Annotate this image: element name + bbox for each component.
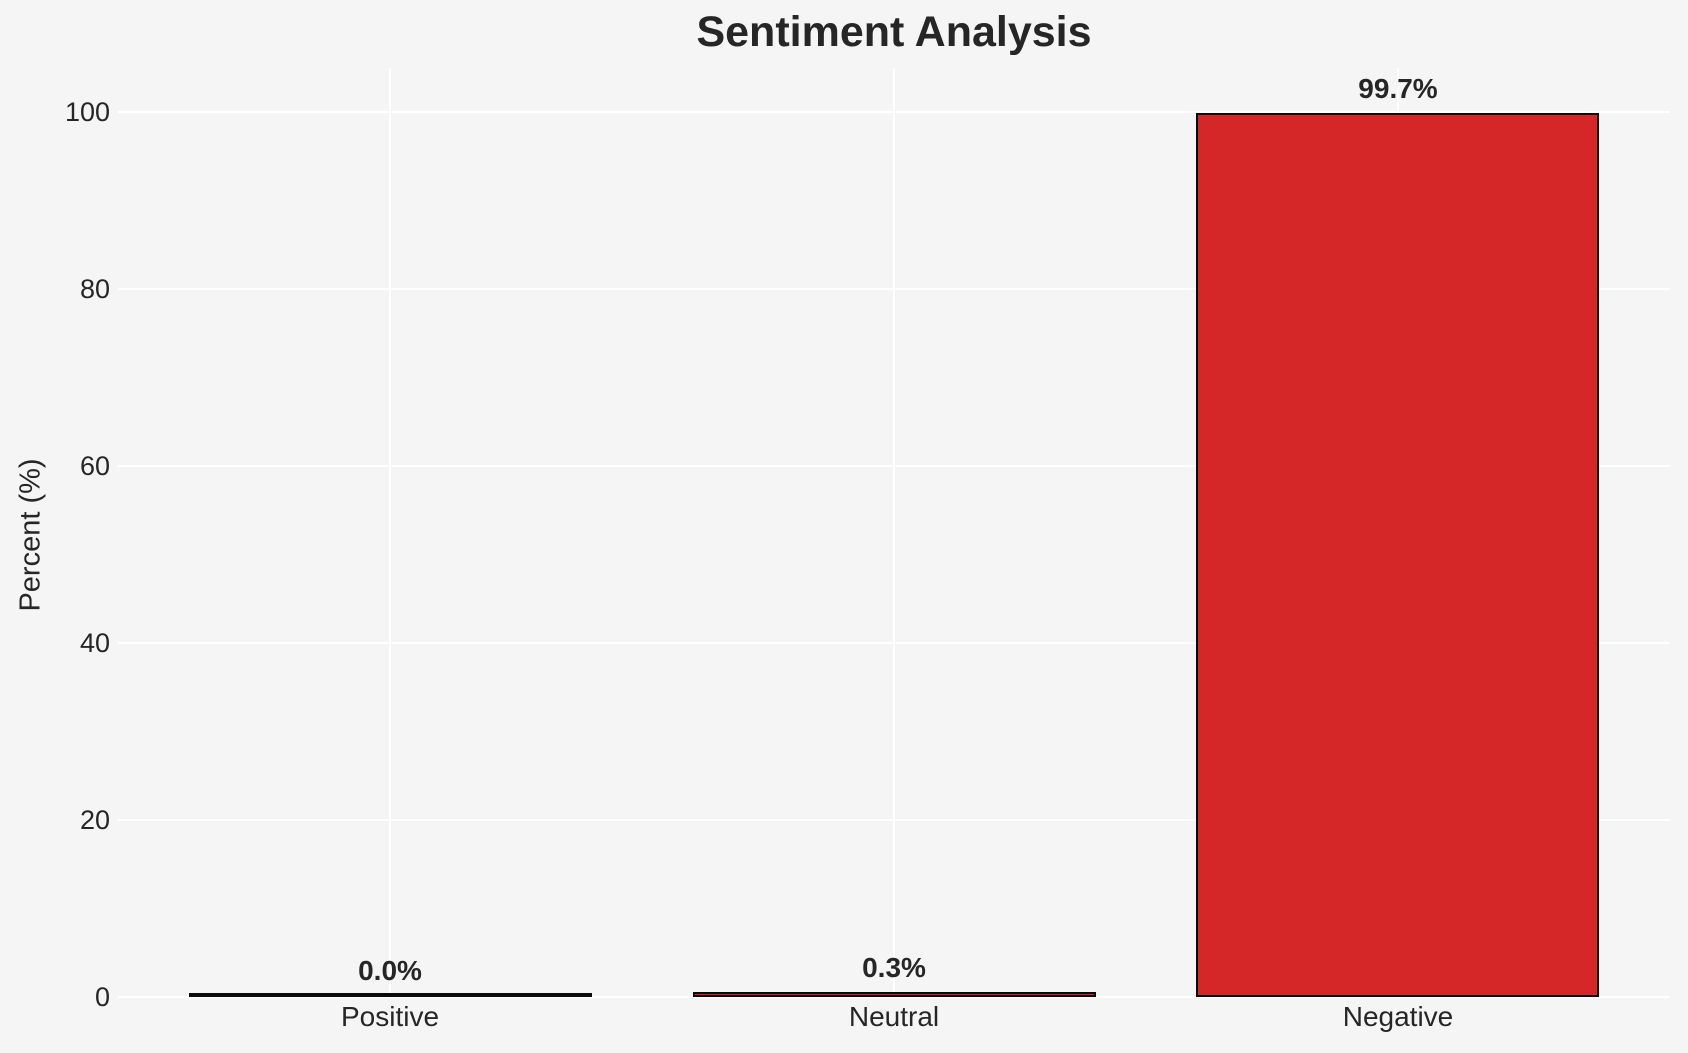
x-tick-label-neutral: Neutral — [848, 1001, 940, 1032]
v-gridline-neutral — [893, 68, 895, 997]
y-tick-label-0: 0 — [94, 982, 110, 1012]
y-tick-label-80: 80 — [79, 274, 110, 304]
bar-positive — [189, 993, 592, 997]
value-label-negative: 99.7% — [1358, 73, 1438, 104]
chart-title: Sentiment Analysis — [696, 8, 1092, 56]
h-gridline-0 — [118, 996, 1670, 998]
bar-negative — [1196, 113, 1599, 997]
x-tick-label-negative: Negative — [1342, 1001, 1454, 1032]
value-label-positive: 0.0% — [358, 955, 422, 986]
value-label-neutral: 0.3% — [862, 952, 926, 983]
plot-area: 0.0% 0.3% 99.7% — [118, 68, 1670, 998]
bar-neutral — [693, 992, 1096, 997]
y-tick-label-60: 60 — [79, 451, 110, 481]
y-tick-label-40: 40 — [79, 628, 110, 658]
y-tick-label-20: 20 — [79, 805, 110, 835]
y-tick-label-100: 100 — [64, 97, 110, 127]
x-tick-label-positive: Positive — [340, 1001, 440, 1032]
v-gridline-positive — [389, 68, 391, 997]
